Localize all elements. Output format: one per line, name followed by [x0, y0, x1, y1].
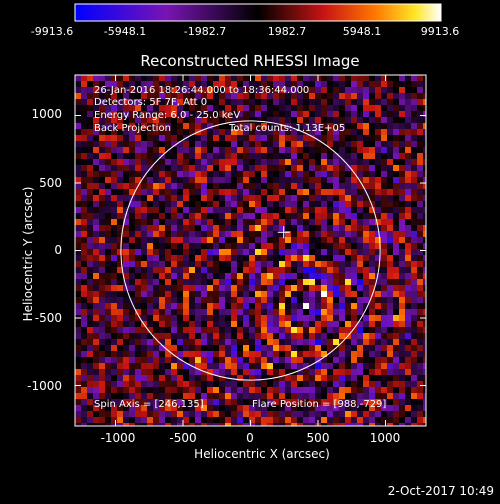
y-tick-label: 1000	[31, 107, 62, 121]
colorbar-tick-label: 9913.6	[420, 25, 460, 38]
y-axis-label: Heliocentric Y (arcsec)	[21, 186, 35, 322]
x-tick-label: 500	[306, 431, 330, 445]
colorbar-tick-label: 1982.7	[267, 25, 307, 38]
y-tick-label: 0	[54, 243, 62, 257]
solar-limb-circle	[120, 120, 381, 381]
colorbar-tick-label: -1982.7	[183, 25, 227, 38]
image-pixels	[75, 75, 426, 426]
y-tick-label: 500	[39, 176, 62, 190]
y-tick-label: -500	[34, 311, 62, 325]
x-tick-label: -500	[169, 431, 197, 445]
detectors-annotation: Detectors: 5F 7F, Att 0	[94, 97, 208, 108]
colorbar-tick-label: -9913.6	[30, 25, 74, 38]
spin-axis-annotation: Spin Axis = [246,135]	[94, 399, 204, 410]
flare-position-annotation: Flare Position = [988,-729]	[252, 399, 387, 410]
plot-title: Reconstructed RHESSI Image	[140, 52, 360, 70]
timestamp: 2-Oct-2017 10:49	[387, 484, 494, 498]
x-tick-label: -1000	[100, 431, 136, 445]
y-tick-label: -1000	[27, 379, 62, 393]
energy-range-annotation: Energy Range: 6.0 - 25.0 keV	[94, 110, 241, 121]
total-counts-annotation: Total counts: 1.13E+05	[229, 123, 346, 134]
method-annotation: Back Projection	[94, 123, 171, 134]
colorbar	[74, 3, 442, 22]
colorbar-tick-label: 5948.1	[342, 25, 382, 38]
x-tick-label: 1000	[369, 431, 401, 445]
x-tick-label: 0	[246, 431, 254, 445]
time-range-annotation: 26-Jan-2016 18:26:44.000 to 18:36:44.000	[94, 85, 310, 96]
colorbar-tick-label: -5948.1	[103, 25, 147, 38]
x-axis-label: Heliocentric X (arcsec)	[194, 447, 330, 461]
